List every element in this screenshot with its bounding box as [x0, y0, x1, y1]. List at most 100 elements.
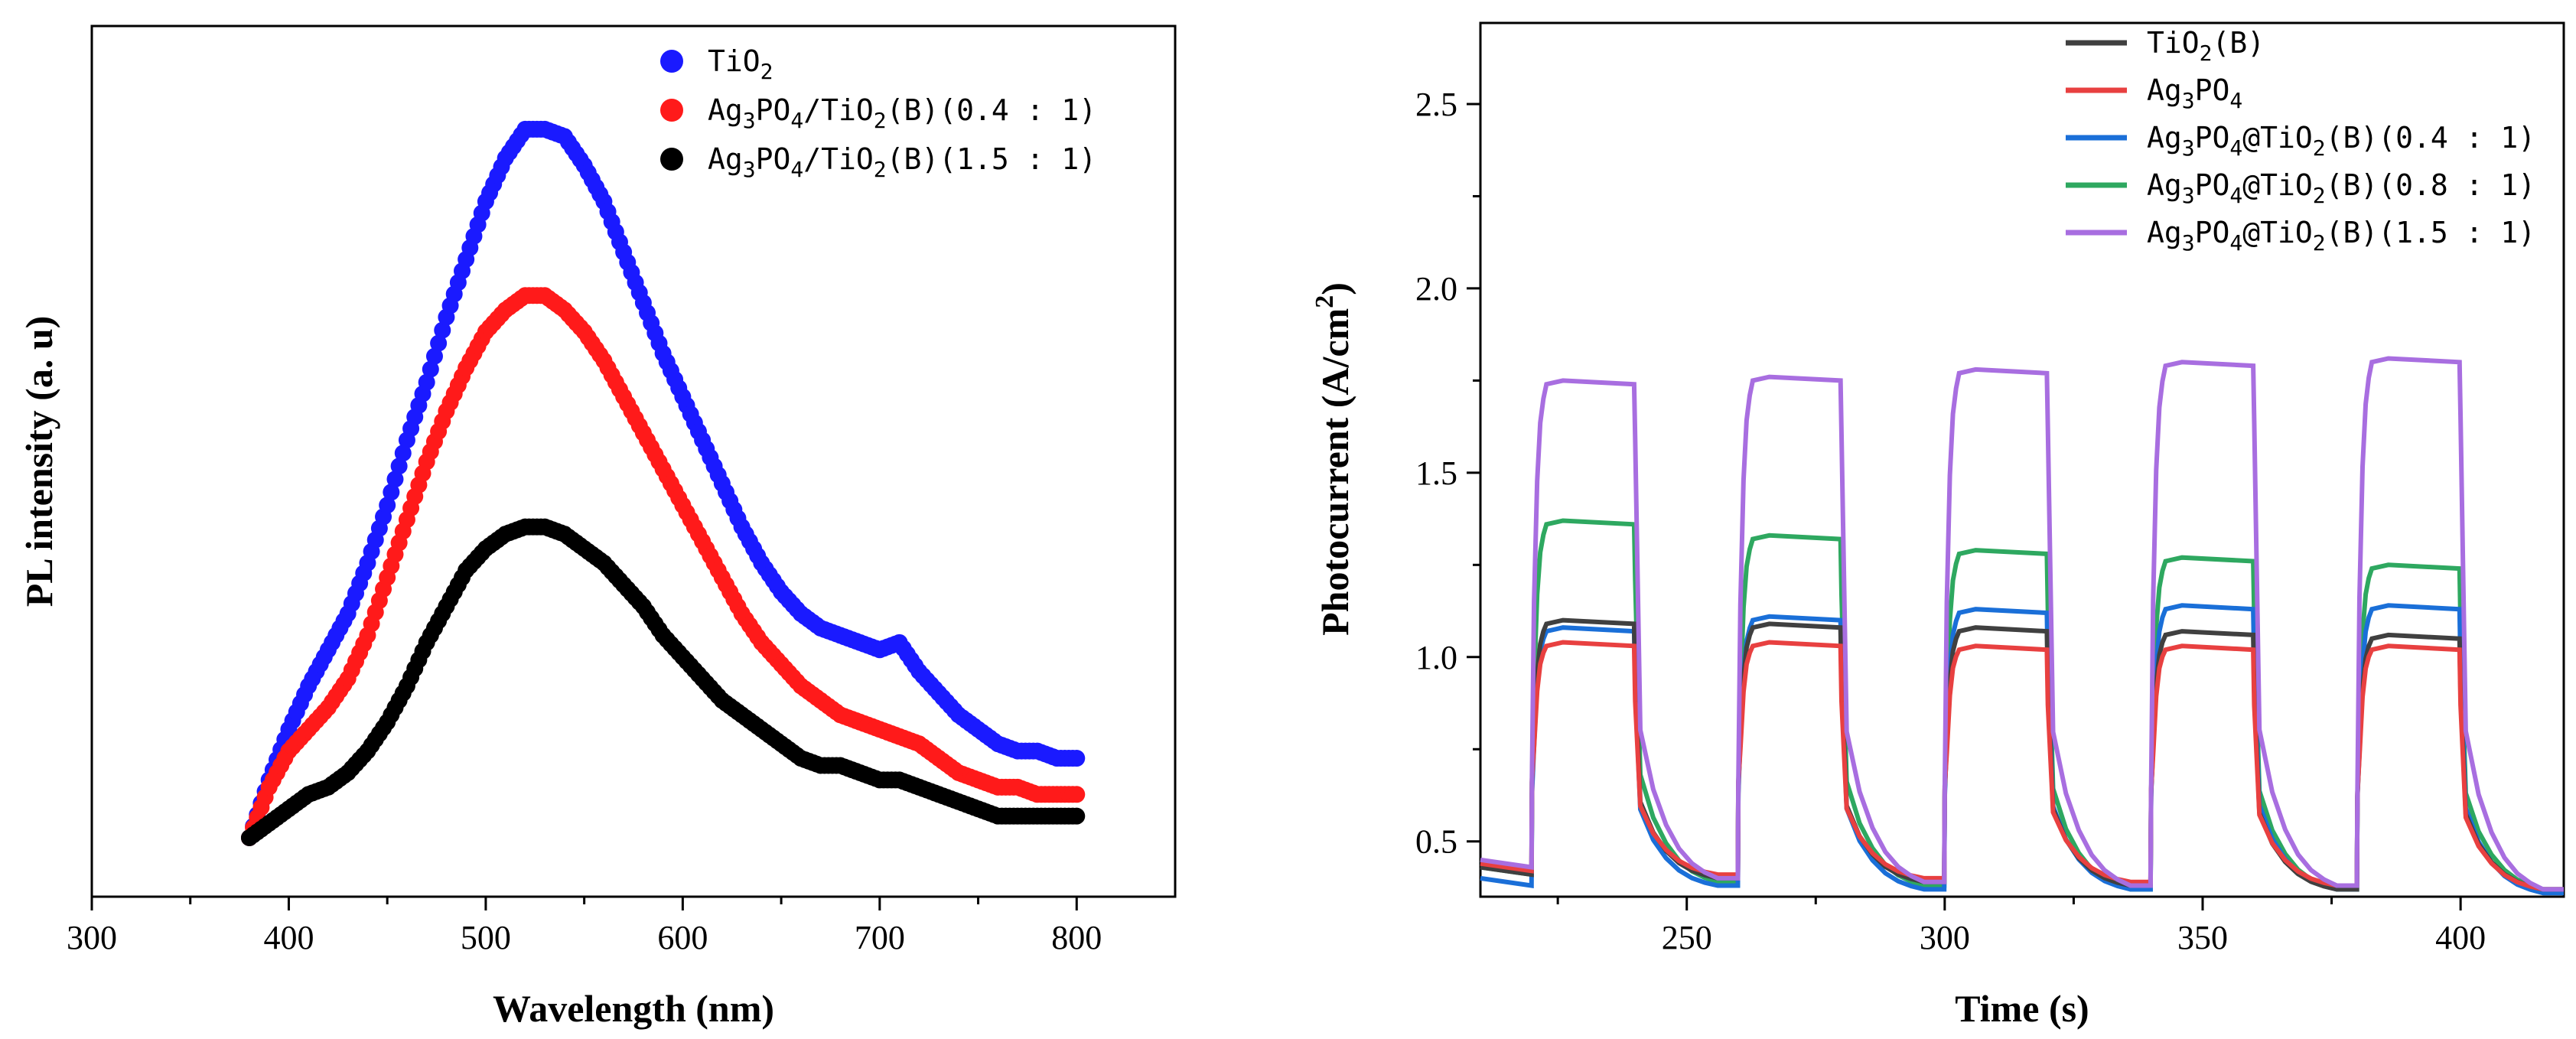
photocurrent-series-line	[1480, 356, 2564, 892]
pl-legend-label-part: Ag	[708, 93, 743, 127]
pl-legend-marker	[660, 148, 683, 171]
photocurrent-plot-frame	[1479, 21, 2565, 898]
photocurrent-series-group	[1480, 356, 2564, 896]
photocurrent-legend-label-part: 3	[2182, 88, 2195, 113]
photocurrent-y-axis-title: Photocurrent (A/cm2)	[1311, 282, 1356, 636]
pl-data-point	[390, 458, 408, 475]
photocurrent-y-tick-label: 1.5	[1415, 454, 1457, 492]
photocurrent-legend-label-part: 4	[2229, 135, 2242, 161]
pl-legend-label-part: (B)(0.4 : 1)	[887, 93, 1097, 127]
photocurrent-y-tick-label: 1.0	[1415, 639, 1457, 676]
pl-x-tick-label: 600	[657, 919, 708, 956]
photocurrent-legend-label-part: 4	[2229, 183, 2242, 208]
pl-legend-label-part: PO	[756, 93, 791, 127]
photocurrent-legend-label-part: @TiO	[2242, 216, 2313, 249]
photocurrent-legend-label-part: Ag	[2147, 121, 2182, 155]
photocurrent-legend-label-part: 2	[2313, 135, 2326, 161]
photocurrent-series-line	[1480, 617, 2564, 892]
photocurrent-legend-label-part: (B)(1.5 : 1)	[2326, 216, 2536, 249]
pl-legend-label-part: TiO	[708, 44, 760, 78]
photocurrent-legend-label-part: 2	[2313, 230, 2326, 256]
photocurrent-legend-label-part: 3	[2182, 230, 2195, 256]
pl-x-tick-label: 700	[855, 919, 905, 956]
photocurrent-legend-label-part: 4	[2229, 230, 2242, 256]
photocurrent-x-axis-title: Time (s)	[1955, 987, 2089, 1030]
pl-data-point	[425, 347, 443, 365]
pl-data-point	[386, 471, 404, 488]
pl-legend-label: TiO2	[708, 44, 773, 84]
pl-series	[240, 287, 1086, 846]
pl-x-tick-label: 300	[67, 919, 117, 956]
photocurrent-legend-label-part: Ag	[2147, 168, 2182, 202]
photocurrent-legend-label-part: (B)(0.8 : 1)	[2326, 168, 2536, 202]
pl-legend-label: Ag3PO4/TiO2(B)(0.4 : 1)	[708, 93, 1096, 133]
pl-spectrum-chart: 300 400 500 600 700 800 TiO2Ag3PO4/TiO2(B)(0.…	[18, 24, 1177, 1030]
pl-series	[240, 518, 1086, 846]
photocurrent-legend-label-part: TiO	[2147, 26, 2200, 60]
photocurrent-x-tick-label: 250	[1662, 919, 1712, 956]
pl-legend-label-part: (B)(1.5 : 1)	[887, 142, 1097, 176]
photocurrent-x-tick-label: 300	[1920, 919, 1970, 956]
photocurrent-y-tick-label: 0.5	[1415, 823, 1457, 861]
photocurrent-legend-label-part: PO	[2195, 121, 2230, 155]
photocurrent-axes: 250 300 350 400 0.5 1.0 1.5 2.0 2.5	[1415, 86, 2486, 956]
pl-series-group	[240, 120, 1086, 846]
photocurrent-legend-label-part: Ag	[2147, 73, 2182, 107]
photocurrent-legend-label-part: 4	[2229, 88, 2242, 113]
pl-legend-label: Ag3PO4/TiO2(B)(1.5 : 1)	[708, 142, 1096, 182]
photocurrent-legend-label-part: PO	[2195, 168, 2230, 202]
photocurrent-legend-label: TiO2(B)	[2147, 26, 2265, 66]
photocurrent-legend-label: Ag3PO4@TiO2(B)(0.8 : 1)	[2147, 168, 2535, 208]
photocurrent-legend-label-part: @TiO	[2242, 168, 2313, 202]
pl-data-point	[1068, 807, 1086, 825]
pl-x-tick-label: 500	[461, 919, 511, 956]
photocurrent-y-label-end: )	[1314, 282, 1356, 295]
photocurrent-series-line	[1480, 518, 2564, 892]
photocurrent-legend-label-part: (B)(0.4 : 1)	[2326, 121, 2536, 155]
pl-legend-label-part: /TiO	[803, 93, 874, 127]
photocurrent-legend-label-part: 2	[2313, 183, 2326, 208]
photocurrent-legend-label: Ag3PO4	[2147, 73, 2242, 113]
pl-data-point	[1068, 786, 1086, 803]
photocurrent-legend-label-part: 2	[2200, 41, 2213, 66]
pl-x-tick-label: 800	[1051, 919, 1102, 956]
photocurrent-legend-label-part: PO	[2195, 216, 2230, 249]
pl-legend-label-part: Ag	[708, 142, 743, 176]
pl-x-axis-title: Wavelength (nm)	[493, 987, 774, 1030]
photocurrent-y-label-main: Photocurrent (A/cm	[1314, 308, 1356, 636]
pl-y-axis-title: PL intensity (a. u)	[18, 316, 60, 607]
pl-legend-label-part: 3	[743, 108, 756, 133]
pl-legend-label-part: PO	[756, 142, 791, 176]
pl-data-point	[434, 321, 451, 339]
photocurrent-y-tick-label: 2.5	[1415, 86, 1457, 123]
photocurrent-legend-label-part: PO	[2195, 73, 2230, 107]
pl-legend-label-part: 2	[760, 59, 773, 84]
photocurrent-legend-label-part: 3	[2182, 135, 2195, 161]
pl-data-point	[394, 445, 412, 462]
pl-data-point	[418, 373, 435, 391]
pl-plot-frame	[90, 24, 1177, 898]
pl-data-point	[430, 334, 448, 352]
photocurrent-legend-label: Ag3PO4@TiO2(B)(0.4 : 1)	[2147, 121, 2535, 161]
pl-data-point	[379, 497, 396, 514]
photocurrent-legend-label-part: (B)	[2213, 26, 2265, 60]
photocurrent-legend-label-part: 3	[2182, 183, 2195, 208]
pl-legend-label-part: 4	[790, 157, 803, 182]
pl-legend-marker	[660, 50, 683, 73]
pl-legend-label-part: 3	[743, 157, 756, 182]
pl-legend-label-part: 2	[874, 108, 887, 133]
photocurrent-series-line	[1480, 640, 2564, 892]
pl-x-tick-label: 400	[263, 919, 314, 956]
photocurrent-y-label-sup: 2	[1311, 295, 1339, 308]
photocurrent-y-tick-label: 2.0	[1415, 270, 1457, 308]
photocurrent-legend-label-part: Ag	[2147, 216, 2182, 249]
pl-legend-label-part: /TiO	[803, 142, 874, 176]
photocurrent-legend-label-part: @TiO	[2242, 121, 2313, 155]
pl-legend-label-part: 2	[874, 157, 887, 182]
pl-data-point	[1068, 750, 1086, 767]
photocurrent-x-tick-label: 350	[2177, 919, 2228, 956]
